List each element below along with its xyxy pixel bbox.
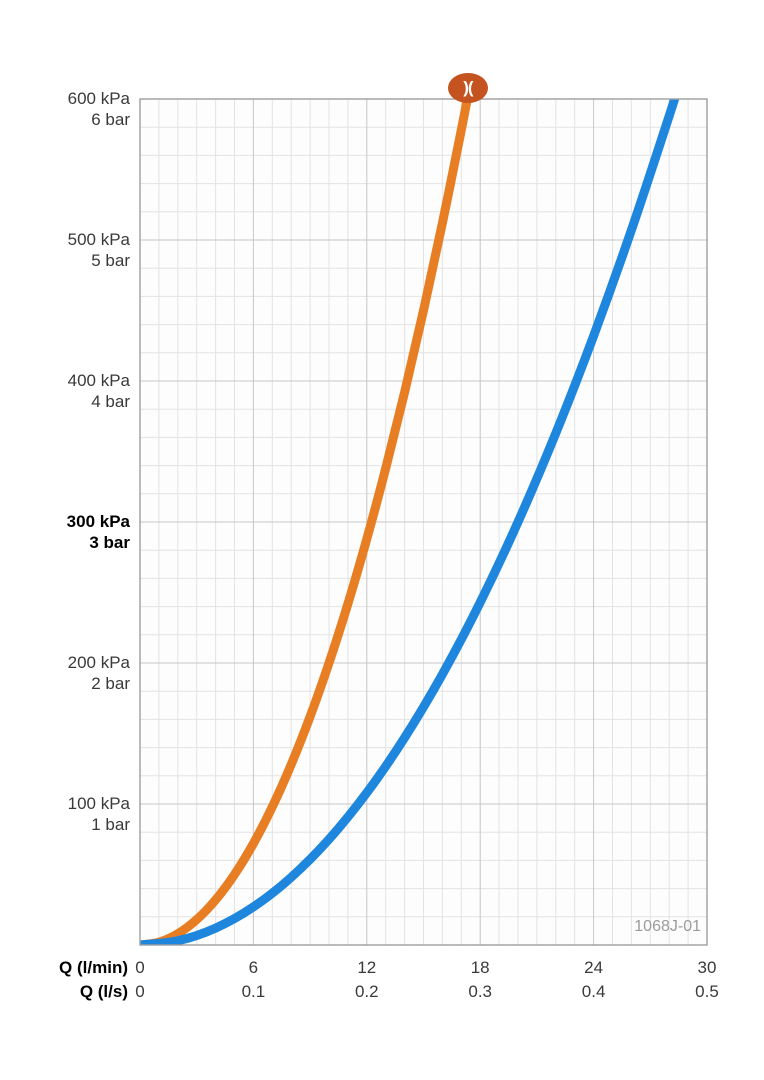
brand-logo: )( bbox=[447, 73, 488, 103]
grid-major bbox=[140, 99, 707, 945]
y-tick-kpa: 200 kPa bbox=[67, 653, 130, 672]
y-tick-bar: 3 bar bbox=[89, 533, 130, 552]
x-tick: 0.1 bbox=[241, 982, 266, 1001]
x-tick: 0 bbox=[135, 958, 145, 977]
x-tick: 12 bbox=[357, 958, 377, 977]
x-tick: 0.5 bbox=[695, 982, 719, 1001]
x-tick: 30 bbox=[697, 958, 717, 977]
y-tick-group: 300 kPa 3 bar bbox=[0, 511, 130, 553]
x-axis-unit-label: Q (l/s) bbox=[79, 982, 128, 1001]
pressure-drop-curve-orange bbox=[140, 99, 472, 945]
y-tick-bar: 1 bar bbox=[91, 815, 130, 834]
brand-logo-glyph: )( bbox=[463, 78, 473, 97]
y-tick-group: 100 kPa 1 bar bbox=[0, 793, 130, 835]
y-tick-bar: 6 bar bbox=[91, 110, 130, 129]
x-tick: 6 bbox=[248, 958, 259, 977]
x-axis-unit-label: Q (l/min) bbox=[59, 958, 128, 977]
x-tick: 18 bbox=[470, 958, 490, 977]
pressure-drop-curve-blue bbox=[140, 99, 680, 945]
y-tick-kpa: 100 kPa bbox=[67, 794, 130, 813]
plot-border bbox=[139, 98, 708, 946]
y-tick-bar: 2 bar bbox=[91, 674, 130, 693]
x-tick: 0.4 bbox=[581, 982, 606, 1001]
x-tick: 0.3 bbox=[468, 982, 493, 1001]
x-tick: 0.2 bbox=[354, 982, 379, 1001]
y-tick-group: 600 kPa 6 bar bbox=[0, 88, 130, 130]
x-tick: 24 bbox=[584, 958, 604, 977]
chart-code-label: 1068J-01 bbox=[634, 918, 701, 935]
y-tick-group: 400 kPa 4 bar bbox=[0, 370, 130, 412]
y-tick-kpa: 300 kPa bbox=[66, 512, 130, 531]
y-tick-group: 500 kPa 5 bar bbox=[0, 229, 130, 271]
y-tick-group: 200 kPa 2 bar bbox=[0, 652, 130, 694]
x-tick: 0 bbox=[135, 982, 145, 1001]
y-tick-bar: 5 bar bbox=[91, 251, 130, 270]
y-tick-kpa: 600 kPa bbox=[67, 89, 130, 108]
y-tick-bar: 4 bar bbox=[91, 392, 130, 411]
y-tick-kpa: 500 kPa bbox=[67, 230, 130, 249]
y-tick-kpa: 400 kPa bbox=[67, 371, 130, 390]
